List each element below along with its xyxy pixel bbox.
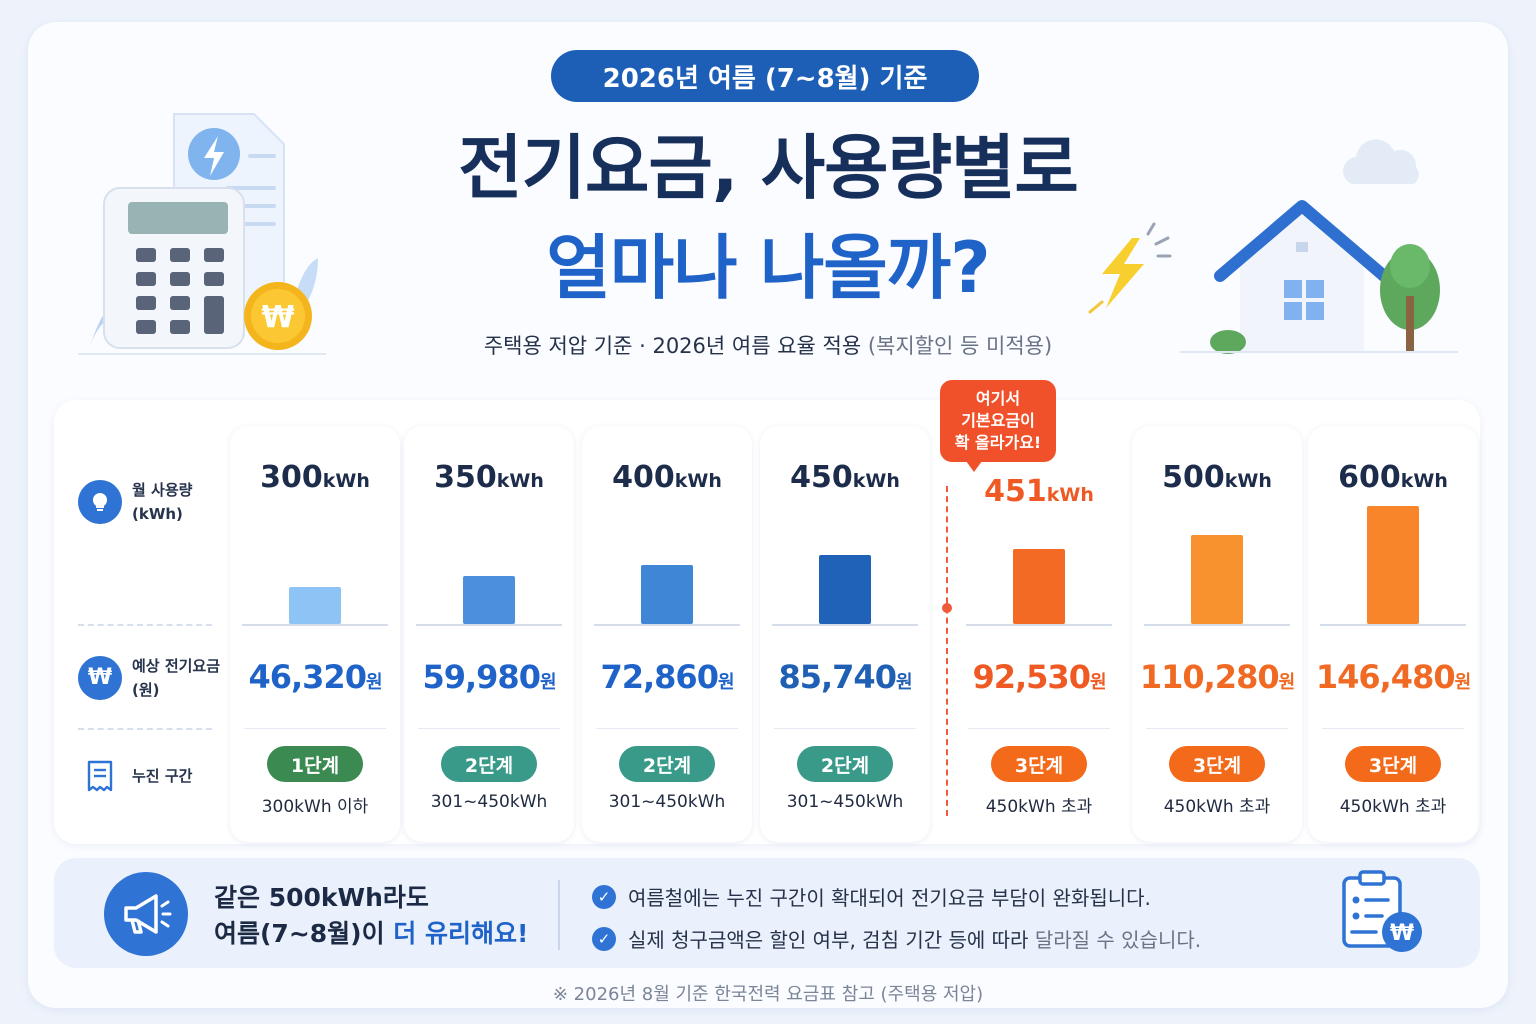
usage-label: 450kWh (790, 460, 900, 495)
bar-baseline (242, 624, 388, 626)
tree-icon (1380, 244, 1440, 352)
lightning-icon (188, 128, 240, 180)
tier-boundary-dot (942, 603, 952, 613)
tier-badge: 3단계 (991, 746, 1087, 782)
bar (641, 565, 693, 624)
fee-label: 59,980원 (422, 658, 556, 696)
bar-baseline (594, 624, 740, 626)
tier-range-label: 450kWh 초과 (985, 797, 1093, 817)
title-line-1: 전기요금, 사용량별로 (458, 127, 1079, 209)
bar (1367, 506, 1419, 624)
usage-label: 451kWh (984, 474, 1094, 509)
row-label-usage-text: 월 사용량 (kWh) (132, 481, 193, 523)
usage-label: 300kWh (260, 460, 370, 495)
calculator-icon: ₩ (78, 113, 326, 355)
lightning-icon (1088, 222, 1172, 314)
note-1: ✓ 여름철에는 누진 구간이 확대되어 전기요금 부담이 완화됩니다. (592, 882, 1151, 911)
tier-badge: 2단계 (797, 746, 893, 782)
house-icon (1180, 200, 1458, 354)
tier-range-label: 300kWh 이하 (261, 797, 369, 817)
tier-range-label: 301~450kWh (786, 792, 904, 812)
bar-baseline (1144, 624, 1290, 626)
tier-boundary-line (946, 486, 948, 816)
row-divider (968, 728, 1110, 729)
subtitle: 주택용 저압 기준 · 2026년 여름 요율 적용 (복지할인 등 미적용) (0, 330, 1536, 360)
row-separator (78, 624, 212, 626)
fee-label: 92,530원 (972, 658, 1106, 696)
tier-range-label: 301~450kWh (608, 792, 726, 812)
season-pill: 2026년 여름 (7~8월) 기준 (551, 50, 979, 102)
bar-baseline (772, 624, 918, 626)
usage-label: 350kWh (434, 460, 544, 495)
bottom-banner (54, 858, 1480, 968)
subtitle-muted: (복지할인 등 미적용) (867, 334, 1053, 358)
row-divider (1146, 728, 1288, 729)
tier-range-label: 450kWh 초과 (1339, 797, 1447, 817)
row-divider (774, 728, 916, 729)
fee-label: 46,320원 (248, 658, 382, 696)
fee-label: 85,740원 (778, 658, 912, 696)
receipt-icon (78, 760, 122, 792)
callout-bubble: 여기서 기본요금이 확 올라가요! (940, 380, 1056, 472)
bar (1013, 549, 1065, 624)
fee-label: 146,480원 (1315, 658, 1471, 696)
row-label-tier-text: 누진 구간 (132, 767, 193, 785)
won-coin-icon: ₩ (244, 282, 312, 350)
tier-badge: 3단계 (1169, 746, 1265, 782)
check-icon: ✓ (592, 884, 616, 909)
title-line-2: 얼마나 나올까? (546, 227, 990, 309)
row-divider (418, 728, 560, 729)
tier-badge: 3단계 (1345, 746, 1441, 782)
bulb-icon (78, 480, 122, 524)
bar (1191, 535, 1243, 624)
bar-baseline (416, 624, 562, 626)
won-icon: ₩ (78, 656, 122, 700)
tier-badge: 2단계 (619, 746, 715, 782)
tier-badge: 1단계 (267, 746, 363, 782)
tier-badge: 2단계 (441, 746, 537, 782)
row-label-fee: ₩ 예상 전기요금 (원) (78, 654, 220, 702)
row-label-tier: 누진 구간 (78, 760, 192, 792)
usage-label: 600kWh (1338, 460, 1448, 495)
bottom-headline: 같은 500kWh라도 여름(7~8월)이 더 유리해요! (214, 883, 529, 948)
bar-baseline (966, 624, 1112, 626)
note-2: ✓ 실제 청구금액은 할인 여부, 검침 기간 등에 따라 달라질 수 있습니다… (592, 924, 1201, 953)
row-label-fee-text: 예상 전기요금 (원) (132, 657, 221, 699)
fee-label: 110,280원 (1139, 658, 1295, 696)
cloud-icon (1343, 139, 1419, 184)
bar-baseline (1320, 624, 1466, 626)
row-label-usage: 월 사용량 (kWh) (78, 478, 192, 526)
row-divider (1322, 728, 1464, 729)
tier-range-label: 301~450kWh (430, 792, 548, 812)
bar (289, 587, 341, 624)
footnote: ※ 2026년 8월 기준 한국전력 요금표 참고 (주택용 저압) (552, 984, 984, 1005)
svg-text:₩: ₩ (1390, 921, 1414, 946)
row-divider (596, 728, 738, 729)
usage-label: 500kWh (1162, 460, 1272, 495)
fee-label: 72,860원 (600, 658, 734, 696)
bar (463, 576, 515, 624)
clipboard-won-icon: ₩ (1342, 870, 1422, 952)
svg-text:₩: ₩ (261, 300, 294, 335)
megaphone-icon (104, 872, 188, 956)
check-icon: ✓ (592, 926, 616, 951)
subtitle-main: 주택용 저압 기준 · 2026년 여름 요율 적용 (483, 334, 862, 358)
bar (819, 555, 871, 624)
bottom-divider (558, 880, 560, 950)
row-separator (78, 728, 212, 730)
tier-range-label: 450kWh 초과 (1163, 797, 1271, 817)
usage-label: 400kWh (612, 460, 722, 495)
row-divider (244, 728, 386, 729)
